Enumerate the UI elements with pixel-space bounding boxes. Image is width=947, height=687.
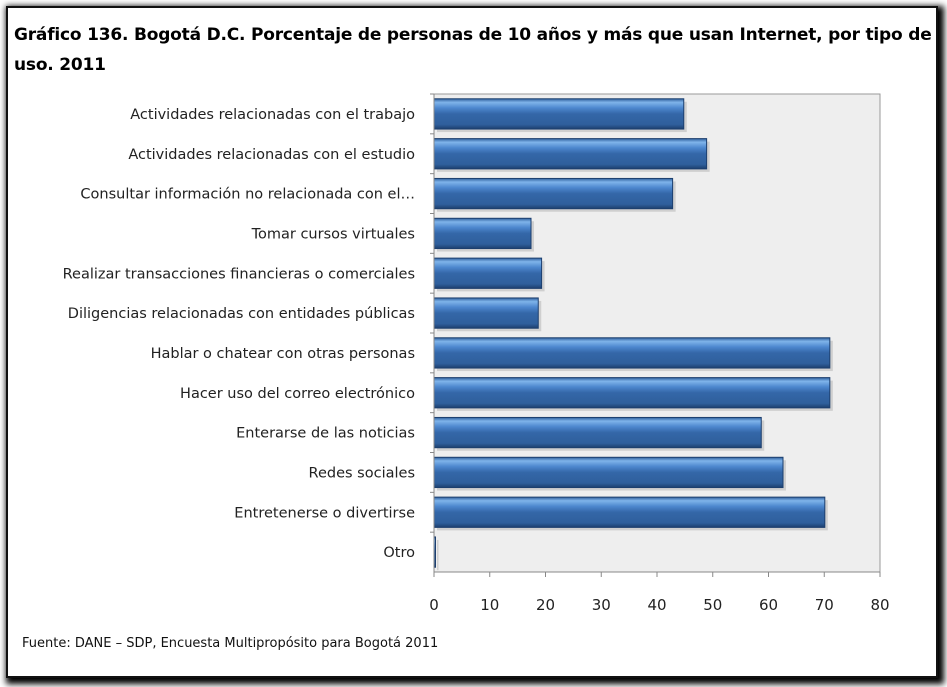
bar — [433, 496, 826, 528]
bar-shadow — [437, 539, 439, 571]
category-label: Actividades relacionadas con el estudio — [128, 147, 415, 163]
category-label: Hablar o chatear con otras personas — [151, 346, 415, 362]
category-label: Otro — [383, 545, 415, 561]
bar — [433, 456, 784, 489]
x-tick-label: 10 — [480, 596, 499, 614]
bar — [433, 217, 532, 250]
bar — [433, 416, 762, 449]
category-label: Consultar información no relacionada con… — [80, 187, 415, 203]
category-label: Diligencias relacionadas con entidades p… — [68, 306, 415, 322]
category-label: Entretenerse o divertirse — [234, 505, 415, 521]
chart-title: Gráfico 136. Bogotá D.C. Porcentaje de p… — [14, 25, 932, 75]
category-label: Redes sociales — [309, 465, 415, 481]
bar — [433, 138, 708, 170]
x-tick-label: 0 — [429, 596, 439, 614]
x-tick-label: 20 — [536, 596, 555, 614]
x-tick-label: 40 — [647, 596, 666, 614]
bar — [433, 377, 831, 409]
x-tick-label: 50 — [703, 596, 722, 614]
source-note: Fuente: DANE – SDP, Encuesta Multipropós… — [22, 636, 439, 651]
x-tick-label: 30 — [592, 596, 611, 614]
category-label: Hacer uso del correo electrónico — [180, 386, 415, 402]
plot-area — [433, 93, 881, 573]
category-label: Actividades relacionadas con el trabajo — [130, 107, 415, 123]
bar — [433, 177, 674, 210]
bar — [433, 297, 539, 329]
bar — [433, 98, 685, 130]
x-tick-label: 70 — [815, 596, 834, 614]
bar — [433, 257, 543, 289]
bar — [433, 337, 831, 369]
x-tick-label: 80 — [870, 596, 889, 614]
category-label: Enterarse de las noticias — [236, 426, 415, 442]
category-label: Tomar cursos virtuales — [251, 226, 415, 242]
category-label: Realizar transacciones financieras o com… — [63, 266, 415, 282]
x-tick-label: 60 — [759, 596, 778, 614]
